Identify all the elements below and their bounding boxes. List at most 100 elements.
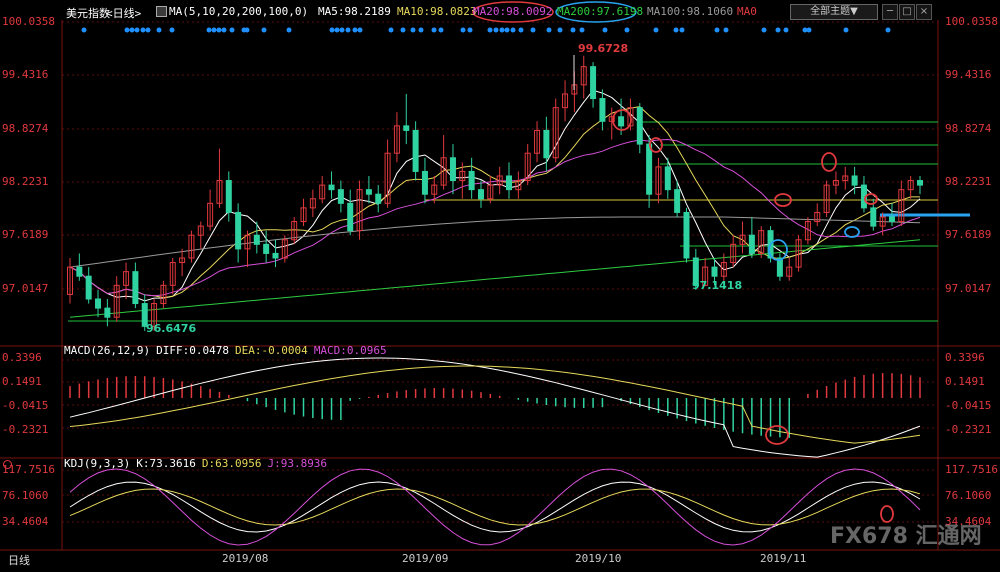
signal-dot bbox=[156, 27, 162, 33]
kdj-axis-label-right: 117.7516 bbox=[945, 463, 998, 476]
candle-body bbox=[365, 189, 372, 195]
candle-body bbox=[898, 189, 905, 223]
candle-body bbox=[207, 202, 214, 227]
signal-dot bbox=[352, 27, 358, 33]
candle-body bbox=[132, 271, 139, 305]
candle-body bbox=[403, 125, 410, 131]
signal-dot bbox=[783, 27, 789, 33]
candle-body bbox=[263, 243, 270, 254]
period-tab[interactable]: 日线 bbox=[8, 554, 30, 567]
signal-dot bbox=[329, 27, 335, 33]
ma200-value: MA200:97.6198 bbox=[557, 5, 644, 18]
price-axis-label-right: 98.8274 bbox=[945, 122, 992, 135]
signal-dot bbox=[81, 27, 87, 33]
signal-dot bbox=[570, 27, 576, 33]
price-axis-label-left: 100.0358 bbox=[2, 15, 55, 28]
macd-axis-label-right: 0.3396 bbox=[945, 351, 985, 364]
signal-dot bbox=[286, 27, 292, 33]
ma-indicator-icon[interactable] bbox=[156, 6, 167, 17]
signal-dot bbox=[624, 27, 630, 33]
candle-body bbox=[459, 170, 466, 182]
maximize-icon[interactable]: □ bbox=[899, 4, 915, 20]
macd-header: MACD(26,12,9) DIFF:0.0478 DEA:-0.0004 MACD:… bbox=[64, 344, 393, 357]
low1-annotation: 96.6476 bbox=[146, 322, 197, 335]
kdj-settings-icon[interactable] bbox=[3, 460, 12, 469]
candle-body bbox=[449, 157, 456, 182]
signal-dot bbox=[388, 27, 394, 33]
candle-body bbox=[580, 66, 587, 86]
kdj-d: D:63.0956 bbox=[201, 457, 262, 470]
candle-body bbox=[599, 98, 606, 122]
blue-highlight-circle bbox=[844, 226, 860, 238]
signal-dot bbox=[775, 27, 781, 33]
kdj-k: K:73.3616 bbox=[136, 457, 196, 470]
candle-body bbox=[515, 180, 522, 191]
candle-body bbox=[748, 234, 755, 254]
candle-body bbox=[917, 180, 923, 186]
candle-body bbox=[179, 257, 186, 264]
red-highlight-circle bbox=[880, 505, 894, 523]
candle-body bbox=[272, 252, 279, 259]
candle-body bbox=[141, 303, 148, 327]
x-axis-label: 2019/09 bbox=[402, 552, 449, 565]
signal-dot bbox=[546, 27, 552, 33]
ma100-value: MA100:98.1060 bbox=[647, 5, 734, 18]
candle-body bbox=[113, 284, 120, 318]
price-axis-label-left: 97.0147 bbox=[2, 282, 49, 295]
theme-dropdown-button[interactable]: 全部主题▼ bbox=[790, 4, 878, 20]
candle-body bbox=[664, 166, 671, 191]
candle-body bbox=[795, 239, 802, 268]
candle-body bbox=[776, 257, 783, 277]
signal-dot bbox=[140, 27, 146, 33]
candle-body bbox=[879, 216, 886, 227]
candle-body bbox=[225, 180, 232, 213]
price-axis-label-right: 97.0147 bbox=[945, 282, 992, 295]
candle-body bbox=[534, 129, 541, 154]
close-icon[interactable]: × bbox=[916, 4, 932, 20]
candle-body bbox=[347, 202, 354, 232]
candle-body bbox=[123, 271, 130, 286]
candle-body bbox=[907, 180, 914, 191]
signal-dot bbox=[334, 27, 340, 33]
candle-body bbox=[851, 175, 858, 186]
candle-body bbox=[702, 266, 709, 286]
ma200-highlight-circle bbox=[555, 1, 637, 23]
macd-axis-label-left: 0.3396 bbox=[2, 351, 42, 364]
candle-body bbox=[758, 230, 765, 254]
signal-dot bbox=[418, 27, 424, 33]
candle-body bbox=[477, 189, 484, 200]
candle-body bbox=[552, 107, 559, 159]
candle-body bbox=[524, 152, 531, 182]
candle-body bbox=[636, 107, 643, 145]
signal-dot bbox=[438, 27, 444, 33]
candle-body bbox=[67, 266, 73, 295]
minimize-icon[interactable]: ─ bbox=[882, 4, 898, 20]
x-axis-label: 2019/10 bbox=[575, 552, 622, 565]
macd-axis-label-left: 0.1491 bbox=[2, 375, 42, 388]
ma100-line bbox=[69, 216, 921, 268]
signal-dot bbox=[211, 27, 217, 33]
signal-dot bbox=[410, 27, 416, 33]
signal-dot bbox=[221, 27, 227, 33]
candle-body bbox=[85, 275, 92, 300]
ma20-line bbox=[69, 138, 921, 297]
candle-body bbox=[720, 262, 727, 277]
ma200-line bbox=[69, 239, 921, 318]
instrument-name[interactable]: 美元指数 bbox=[66, 7, 110, 20]
signal-dot bbox=[339, 27, 345, 33]
candle-body bbox=[197, 225, 204, 236]
macd-diff-line bbox=[69, 357, 921, 458]
period-label[interactable]: <日线> bbox=[106, 7, 142, 20]
ma5-value: MA5:98.2189 bbox=[318, 5, 391, 18]
signal-dot bbox=[244, 27, 250, 33]
candle-body bbox=[160, 284, 167, 305]
red-highlight-circle bbox=[612, 109, 632, 131]
chart-header: 美元指数 <日线> MA(5,10,20,200,100,0) MA5:98.2… bbox=[0, 0, 1000, 20]
kdj-axis-label-left: 76.1060 bbox=[2, 489, 49, 502]
candle-body bbox=[104, 307, 111, 318]
macd-dea: DEA:-0.0004 bbox=[234, 344, 308, 357]
candle-body bbox=[253, 234, 260, 245]
candle-body bbox=[309, 198, 316, 209]
candle-body bbox=[870, 207, 877, 227]
